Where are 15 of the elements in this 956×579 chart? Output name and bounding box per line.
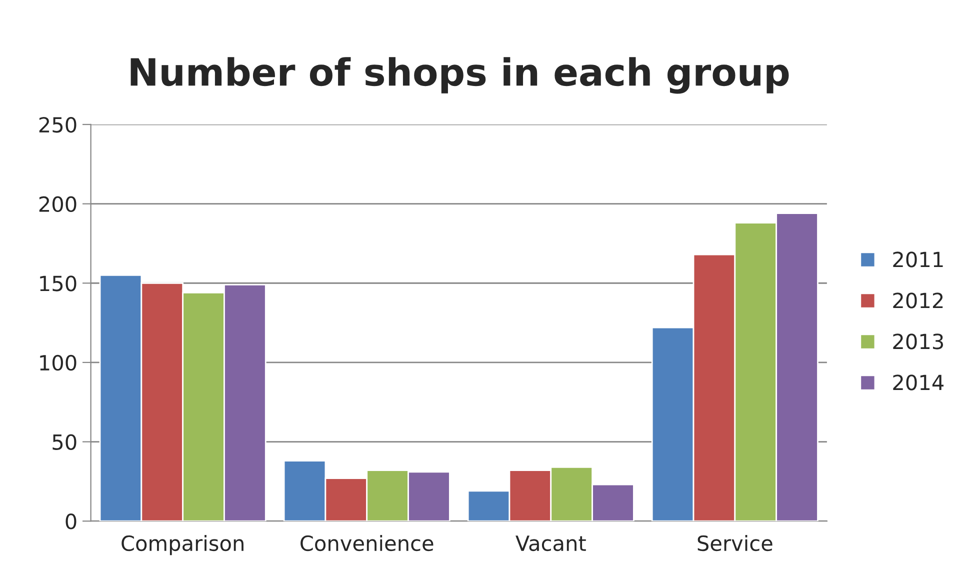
chart-title: Number of shops in each group bbox=[130, 57, 789, 94]
y-tick-label: 150 bbox=[40, 276, 76, 292]
y-tick-label: 200 bbox=[39, 196, 76, 212]
legend-label: 2011 bbox=[893, 252, 943, 268]
y-tick-label: 50 bbox=[52, 434, 76, 450]
legend-label: 2014 bbox=[893, 374, 944, 390]
y-tick-label: 0 bbox=[66, 514, 76, 530]
legend-label: 2013 bbox=[893, 334, 944, 350]
x-tick-label: Comparison bbox=[122, 534, 244, 556]
x-tick-label: Service bbox=[698, 534, 772, 552]
y-tick-label: 250 bbox=[39, 116, 76, 133]
x-tick-label: Vacant bbox=[516, 536, 586, 552]
legend-label: 2012 bbox=[893, 292, 943, 308]
y-tick-label: 100 bbox=[40, 354, 76, 371]
x-tick-label: Convenience bbox=[300, 534, 434, 552]
